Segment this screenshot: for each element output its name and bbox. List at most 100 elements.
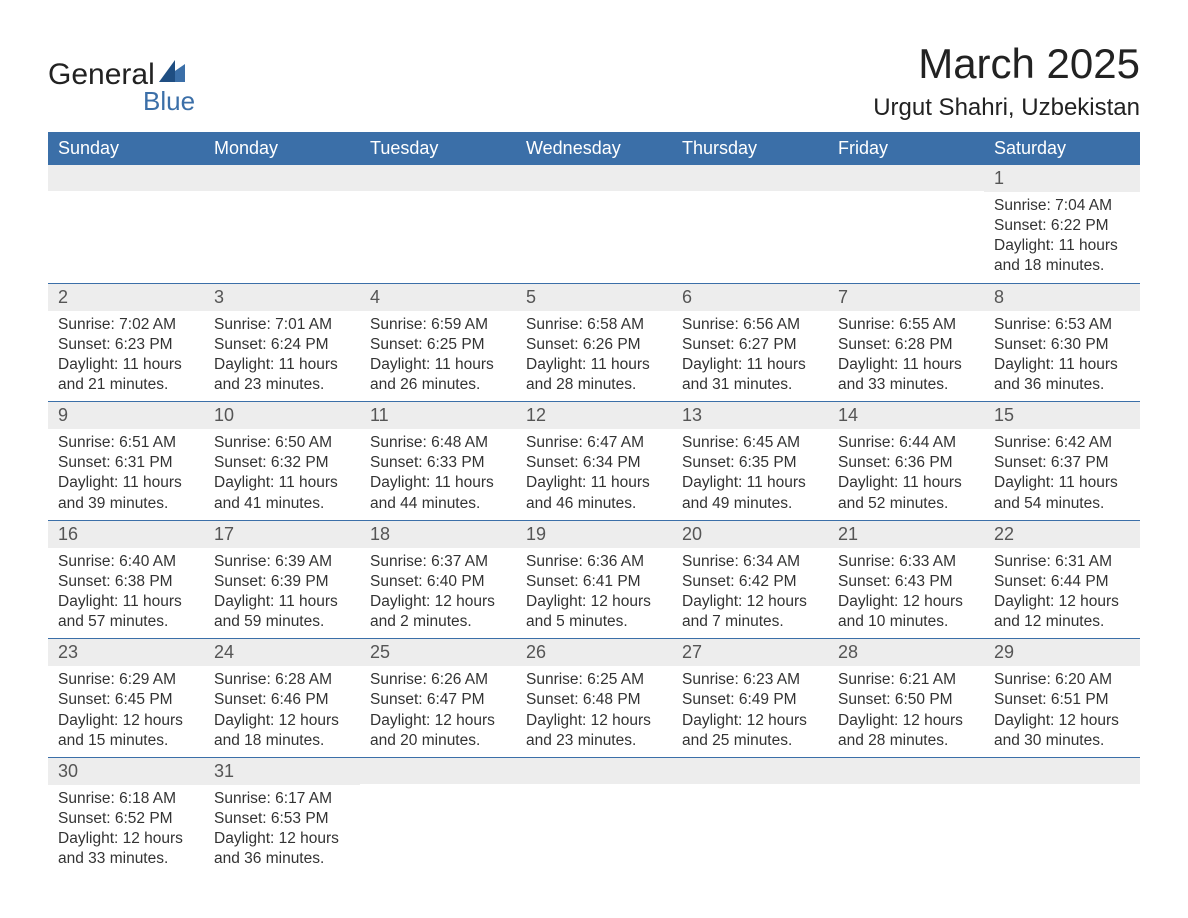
- day-sunrise: Sunrise: 6:18 AM: [58, 789, 194, 809]
- calendar-cell: [516, 757, 672, 875]
- day-sunrise: Sunrise: 6:47 AM: [526, 433, 662, 453]
- day-day2: and 26 minutes.: [370, 375, 506, 395]
- day-sunset: Sunset: 6:40 PM: [370, 572, 506, 592]
- day-content: [48, 191, 204, 201]
- day-content: Sunrise: 6:45 AMSunset: 6:35 PMDaylight:…: [672, 429, 828, 520]
- day-content: Sunrise: 6:42 AMSunset: 6:37 PMDaylight:…: [984, 429, 1140, 520]
- day-content: Sunrise: 6:53 AMSunset: 6:30 PMDaylight:…: [984, 311, 1140, 402]
- day-number: 13: [672, 402, 828, 429]
- day-sunset: Sunset: 6:28 PM: [838, 335, 974, 355]
- day-number: 19: [516, 521, 672, 548]
- day-content: Sunrise: 6:48 AMSunset: 6:33 PMDaylight:…: [360, 429, 516, 520]
- day-day2: and 28 minutes.: [838, 731, 974, 751]
- day-sunset: Sunset: 6:27 PM: [682, 335, 818, 355]
- day-sunrise: Sunrise: 6:53 AM: [994, 315, 1130, 335]
- day-sunrise: Sunrise: 6:44 AM: [838, 433, 974, 453]
- day-sunrise: Sunrise: 6:29 AM: [58, 670, 194, 690]
- day-content: Sunrise: 6:56 AMSunset: 6:27 PMDaylight:…: [672, 311, 828, 402]
- day-number: 25: [360, 639, 516, 666]
- day-number: [48, 165, 204, 191]
- day-day1: Daylight: 12 hours: [58, 829, 194, 849]
- day-day1: Daylight: 11 hours: [994, 355, 1130, 375]
- day-sunrise: Sunrise: 6:45 AM: [682, 433, 818, 453]
- calendar-cell: [828, 757, 984, 875]
- day-day1: Daylight: 12 hours: [994, 592, 1130, 612]
- day-sunrise: Sunrise: 6:50 AM: [214, 433, 350, 453]
- day-number: 7: [828, 284, 984, 311]
- month-title: March 2025: [873, 40, 1140, 88]
- day-day1: Daylight: 11 hours: [58, 473, 194, 493]
- day-day2: and 41 minutes.: [214, 494, 350, 514]
- day-day2: and 39 minutes.: [58, 494, 194, 514]
- day-sunset: Sunset: 6:39 PM: [214, 572, 350, 592]
- day-content: Sunrise: 7:01 AMSunset: 6:24 PMDaylight:…: [204, 311, 360, 402]
- day-number: 30: [48, 758, 204, 785]
- day-sunrise: Sunrise: 6:42 AM: [994, 433, 1130, 453]
- day-number: 20: [672, 521, 828, 548]
- calendar-cell: 16Sunrise: 6:40 AMSunset: 6:38 PMDayligh…: [48, 520, 204, 639]
- day-day1: Daylight: 11 hours: [214, 355, 350, 375]
- day-sunset: Sunset: 6:41 PM: [526, 572, 662, 592]
- day-content: Sunrise: 6:29 AMSunset: 6:45 PMDaylight:…: [48, 666, 204, 757]
- day-day2: and 5 minutes.: [526, 612, 662, 632]
- day-content: [828, 784, 984, 794]
- day-day1: Daylight: 11 hours: [838, 355, 974, 375]
- day-day2: and 33 minutes.: [58, 849, 194, 869]
- day-day1: Daylight: 11 hours: [58, 355, 194, 375]
- day-sunrise: Sunrise: 6:25 AM: [526, 670, 662, 690]
- day-content: Sunrise: 6:50 AMSunset: 6:32 PMDaylight:…: [204, 429, 360, 520]
- day-number: 14: [828, 402, 984, 429]
- calendar-week: 16Sunrise: 6:40 AMSunset: 6:38 PMDayligh…: [48, 520, 1140, 639]
- day-day2: and 33 minutes.: [838, 375, 974, 395]
- day-day1: Daylight: 11 hours: [682, 355, 818, 375]
- calendar-cell: [828, 165, 984, 283]
- calendar-cell: 11Sunrise: 6:48 AMSunset: 6:33 PMDayligh…: [360, 402, 516, 521]
- day-day1: Daylight: 12 hours: [526, 711, 662, 731]
- day-content: Sunrise: 6:17 AMSunset: 6:53 PMDaylight:…: [204, 785, 360, 876]
- day-sunrise: Sunrise: 6:21 AM: [838, 670, 974, 690]
- calendar-cell: 7Sunrise: 6:55 AMSunset: 6:28 PMDaylight…: [828, 283, 984, 402]
- day-day1: Daylight: 12 hours: [682, 711, 818, 731]
- day-content: Sunrise: 6:59 AMSunset: 6:25 PMDaylight:…: [360, 311, 516, 402]
- day-day1: Daylight: 12 hours: [994, 711, 1130, 731]
- day-content: Sunrise: 7:04 AMSunset: 6:22 PMDaylight:…: [984, 192, 1140, 283]
- day-sunrise: Sunrise: 6:26 AM: [370, 670, 506, 690]
- weekday-header: Friday: [828, 132, 984, 165]
- day-day1: Daylight: 11 hours: [526, 355, 662, 375]
- day-day2: and 7 minutes.: [682, 612, 818, 632]
- day-sunrise: Sunrise: 6:58 AM: [526, 315, 662, 335]
- calendar-cell: [672, 757, 828, 875]
- day-sunrise: Sunrise: 7:04 AM: [994, 196, 1130, 216]
- weekday-header-row: Sunday Monday Tuesday Wednesday Thursday…: [48, 132, 1140, 165]
- calendar-cell: 12Sunrise: 6:47 AMSunset: 6:34 PMDayligh…: [516, 402, 672, 521]
- day-sunset: Sunset: 6:24 PM: [214, 335, 350, 355]
- day-sunrise: Sunrise: 6:31 AM: [994, 552, 1130, 572]
- calendar-cell: [360, 165, 516, 283]
- day-sunrise: Sunrise: 6:33 AM: [838, 552, 974, 572]
- day-day2: and 46 minutes.: [526, 494, 662, 514]
- day-sunrise: Sunrise: 6:56 AM: [682, 315, 818, 335]
- calendar-cell: 4Sunrise: 6:59 AMSunset: 6:25 PMDaylight…: [360, 283, 516, 402]
- day-number: 17: [204, 521, 360, 548]
- day-sunrise: Sunrise: 6:36 AM: [526, 552, 662, 572]
- day-number: [360, 758, 516, 784]
- calendar-cell: 27Sunrise: 6:23 AMSunset: 6:49 PMDayligh…: [672, 639, 828, 758]
- day-day1: Daylight: 12 hours: [370, 592, 506, 612]
- day-number: 28: [828, 639, 984, 666]
- calendar-cell: 30Sunrise: 6:18 AMSunset: 6:52 PMDayligh…: [48, 757, 204, 875]
- day-content: Sunrise: 6:40 AMSunset: 6:38 PMDaylight:…: [48, 548, 204, 639]
- calendar-cell: 8Sunrise: 6:53 AMSunset: 6:30 PMDaylight…: [984, 283, 1140, 402]
- day-sunset: Sunset: 6:50 PM: [838, 690, 974, 710]
- day-sunrise: Sunrise: 6:34 AM: [682, 552, 818, 572]
- day-sunset: Sunset: 6:49 PM: [682, 690, 818, 710]
- calendar-cell: 18Sunrise: 6:37 AMSunset: 6:40 PMDayligh…: [360, 520, 516, 639]
- location: Urgut Shahri, Uzbekistan: [873, 94, 1140, 122]
- day-sunset: Sunset: 6:31 PM: [58, 453, 194, 473]
- day-day1: Daylight: 12 hours: [682, 592, 818, 612]
- calendar-cell: 23Sunrise: 6:29 AMSunset: 6:45 PMDayligh…: [48, 639, 204, 758]
- calendar-cell: 26Sunrise: 6:25 AMSunset: 6:48 PMDayligh…: [516, 639, 672, 758]
- day-content: Sunrise: 6:28 AMSunset: 6:46 PMDaylight:…: [204, 666, 360, 757]
- day-content: Sunrise: 6:44 AMSunset: 6:36 PMDaylight:…: [828, 429, 984, 520]
- day-day2: and 18 minutes.: [214, 731, 350, 751]
- day-content: Sunrise: 6:58 AMSunset: 6:26 PMDaylight:…: [516, 311, 672, 402]
